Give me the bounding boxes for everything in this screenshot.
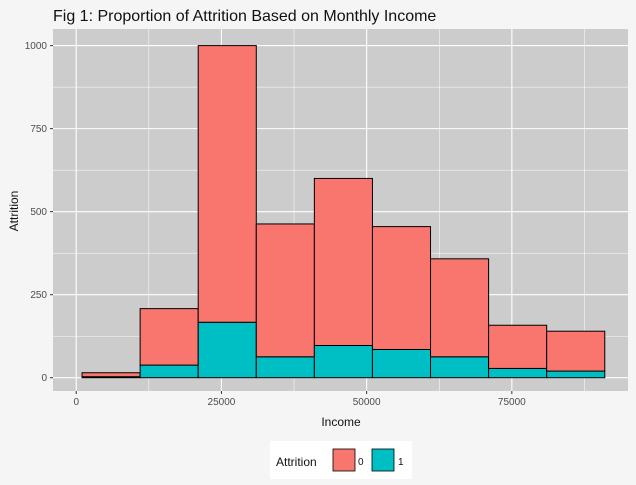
bar-attrition-0-bin-6 [371, 226, 432, 350]
x-axis-label: Income [321, 415, 361, 429]
bar-attrition-0-bin-2 [139, 308, 199, 366]
y-tick-label: 0 [41, 373, 47, 384]
bar-attrition-1-bin-9 [546, 370, 606, 379]
bar-attrition-0-bin-5 [313, 177, 373, 347]
bar-attrition-1-bin-2 [139, 364, 199, 379]
x-tick-label: 75000 [498, 397, 526, 408]
legend-label-1: 1 [398, 457, 404, 468]
legend-title: Attrition [276, 455, 317, 469]
bar-attrition-0-bin-9 [546, 330, 606, 372]
bar-attrition-1-bin-8 [488, 367, 548, 379]
bar-attrition-0-bin-8 [488, 324, 548, 369]
bar-attrition-1-bin-7 [430, 356, 490, 379]
x-tick-label: 25000 [208, 397, 236, 408]
x-tick-label: 0 [73, 397, 79, 408]
legend-key-1 [371, 448, 395, 472]
legend: Attrition 0 1 [270, 441, 412, 479]
x-tick-label: 50000 [353, 397, 381, 408]
bar-attrition-1-bin-3 [197, 321, 257, 379]
bar-attrition-1-bin-6 [371, 348, 432, 379]
bar-attrition-0-bin-1 [81, 372, 141, 378]
bar-attrition-1-bin-5 [313, 345, 373, 379]
chart-title: Fig 1: Proportion of Attrition Based on … [53, 8, 436, 25]
bar-attrition-0-bin-4 [255, 223, 315, 358]
bar-attrition-0-bin-3 [197, 45, 257, 323]
y-tick-label: 1000 [25, 41, 48, 52]
axis-ticks: 0 25000 50000 75000 0 250 500 750 1000 [25, 41, 526, 408]
y-tick-label: 500 [30, 207, 47, 218]
y-tick-label: 250 [30, 290, 47, 301]
bar-attrition-0-bin-7 [430, 258, 490, 358]
y-axis-label: Attrition [7, 191, 21, 232]
y-tick-label: 750 [30, 124, 47, 135]
bars [81, 45, 606, 379]
legend-label-0: 0 [358, 457, 364, 468]
bar-attrition-1-bin-4 [255, 356, 315, 379]
legend-key-0 [332, 448, 356, 472]
